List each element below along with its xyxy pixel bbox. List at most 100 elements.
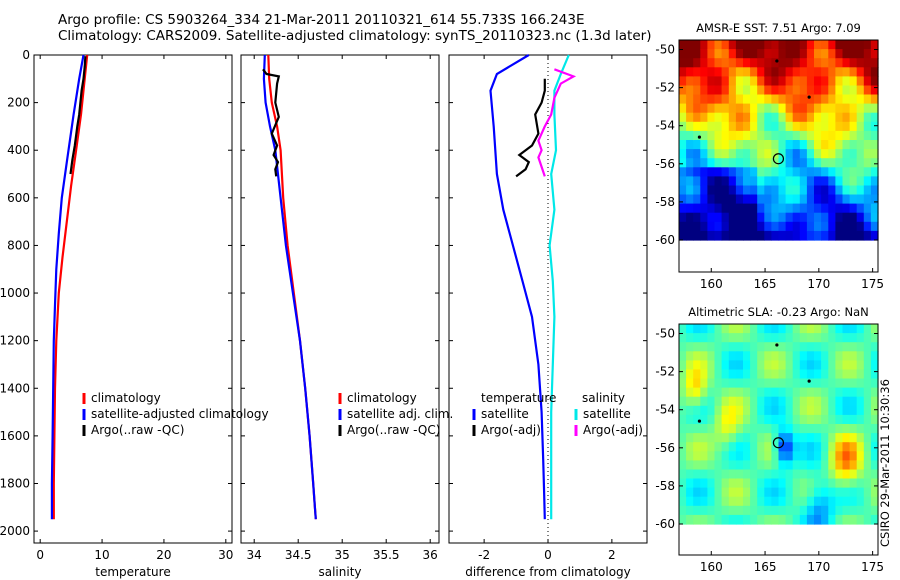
sla_map-cell — [764, 442, 772, 452]
sst_map-cell — [728, 121, 737, 132]
sla_map-cell — [764, 451, 772, 461]
sla_map-cell — [849, 387, 858, 398]
sla_map-cell — [714, 433, 723, 443]
sst_map-ytick-label: -58 — [655, 195, 675, 209]
salinity-xtick-label: 35.5 — [373, 548, 400, 562]
sst_map-cell — [842, 49, 851, 59]
sst_map-cell — [750, 94, 758, 105]
sst_map-cell — [799, 94, 808, 105]
sst_map-cell — [856, 103, 865, 114]
sst_map-cell — [700, 103, 708, 114]
sla_map-cell — [728, 405, 737, 416]
sla_map-cell — [806, 514, 815, 525]
sla_map-cell — [757, 478, 765, 489]
sla_map-cell — [849, 378, 858, 389]
sst_map-cell — [814, 194, 822, 205]
sla_map-cell — [792, 342, 801, 352]
sla_map-cell — [735, 405, 744, 416]
sla_map-cell — [814, 351, 822, 361]
sla_map-cell — [757, 342, 765, 352]
sst_map-cell — [735, 40, 744, 50]
sla_map-cell — [771, 351, 780, 361]
sla_map-cell — [757, 442, 765, 452]
sst_map-cell — [792, 149, 801, 159]
sst_map-cell — [792, 158, 801, 168]
sla_map-cell — [700, 514, 708, 525]
diff-legend-salinity-heading: salinity — [582, 391, 625, 405]
sla_map-cell — [792, 442, 801, 452]
sla_map-cell — [764, 460, 772, 471]
sst_map-cell — [721, 185, 730, 196]
sla_map-cell — [686, 496, 694, 507]
sla_map-cell — [870, 505, 879, 516]
sst_map-cell — [693, 49, 701, 59]
sla_map-cell — [785, 405, 794, 416]
sst_map-cell — [821, 140, 829, 150]
sla_map-cell — [814, 424, 822, 434]
sst_map-cell — [750, 67, 758, 77]
sla_map-cell — [714, 451, 723, 461]
sst_map-cell — [743, 76, 751, 87]
sla_map-cell — [842, 442, 851, 452]
sst_map-cell — [750, 212, 758, 223]
sst_map-cell — [849, 212, 858, 223]
sst_map-cell — [806, 40, 815, 50]
sst_map-cell — [863, 40, 872, 50]
sla_map-cell — [828, 496, 836, 507]
sla_map-cell — [821, 333, 829, 343]
sla_map-cell — [679, 442, 687, 452]
sla_map-cell — [693, 387, 701, 398]
sla_map-cell — [870, 351, 879, 361]
sst_map-cell — [679, 212, 687, 223]
sla_map-cell — [835, 424, 844, 434]
sla_map-cell — [679, 369, 687, 380]
sst_map-cell — [735, 76, 744, 87]
sla_map-cell — [828, 387, 836, 398]
sst_map-cell — [828, 185, 836, 196]
sst_map-cell — [757, 149, 765, 159]
sst_map-cell — [735, 167, 744, 177]
sla_map-cell — [828, 469, 836, 480]
sst_map-cell — [842, 194, 851, 205]
sla_map-cell — [870, 487, 879, 498]
temperature-ytick-label: 0 — [22, 48, 30, 62]
sla_map-cell — [856, 424, 865, 434]
sla_map-cell — [700, 487, 708, 498]
sst_map-cell — [700, 121, 708, 132]
sst_map-cell — [792, 140, 801, 150]
sst_map-cell — [700, 212, 708, 223]
sst_map-cell — [743, 194, 751, 205]
sst_map-cell — [828, 167, 836, 177]
sla_map-cell — [743, 505, 751, 516]
sst_map-cell — [743, 130, 751, 141]
sla_map-cell — [771, 342, 780, 352]
sst_map-cell — [771, 194, 780, 205]
sla_map-cell — [679, 360, 687, 371]
sla_map-cell — [757, 387, 765, 398]
sla_map-cell — [750, 478, 758, 489]
sst_map-cell — [821, 230, 829, 241]
sst_map-cell — [842, 58, 851, 68]
sst_map-cell — [757, 58, 765, 68]
sla_map-cell — [806, 351, 815, 361]
sst_map-cell — [835, 49, 844, 59]
sst_map-cell — [721, 194, 730, 205]
sst_map-cell — [792, 94, 801, 105]
sst_map-cell — [686, 149, 694, 159]
sla_map-cell — [728, 324, 737, 334]
sst_map-cell — [828, 121, 836, 132]
sst_map-cell — [728, 212, 737, 223]
sla_map-cell — [700, 387, 708, 398]
sla_map-cell — [728, 478, 737, 489]
sla_map-cell — [856, 378, 865, 389]
sla_map-cell — [764, 405, 772, 416]
sla_map-cell — [799, 496, 808, 507]
sst_map-cell — [700, 158, 708, 168]
sla_map-cell — [799, 324, 808, 334]
sst_map-cell — [750, 176, 758, 187]
sla_map-cell — [856, 469, 865, 480]
sst_map-cell — [714, 58, 723, 68]
sla_map-cell — [735, 469, 744, 480]
sla_map-cell — [778, 351, 787, 361]
sst_map-cell — [743, 94, 751, 105]
